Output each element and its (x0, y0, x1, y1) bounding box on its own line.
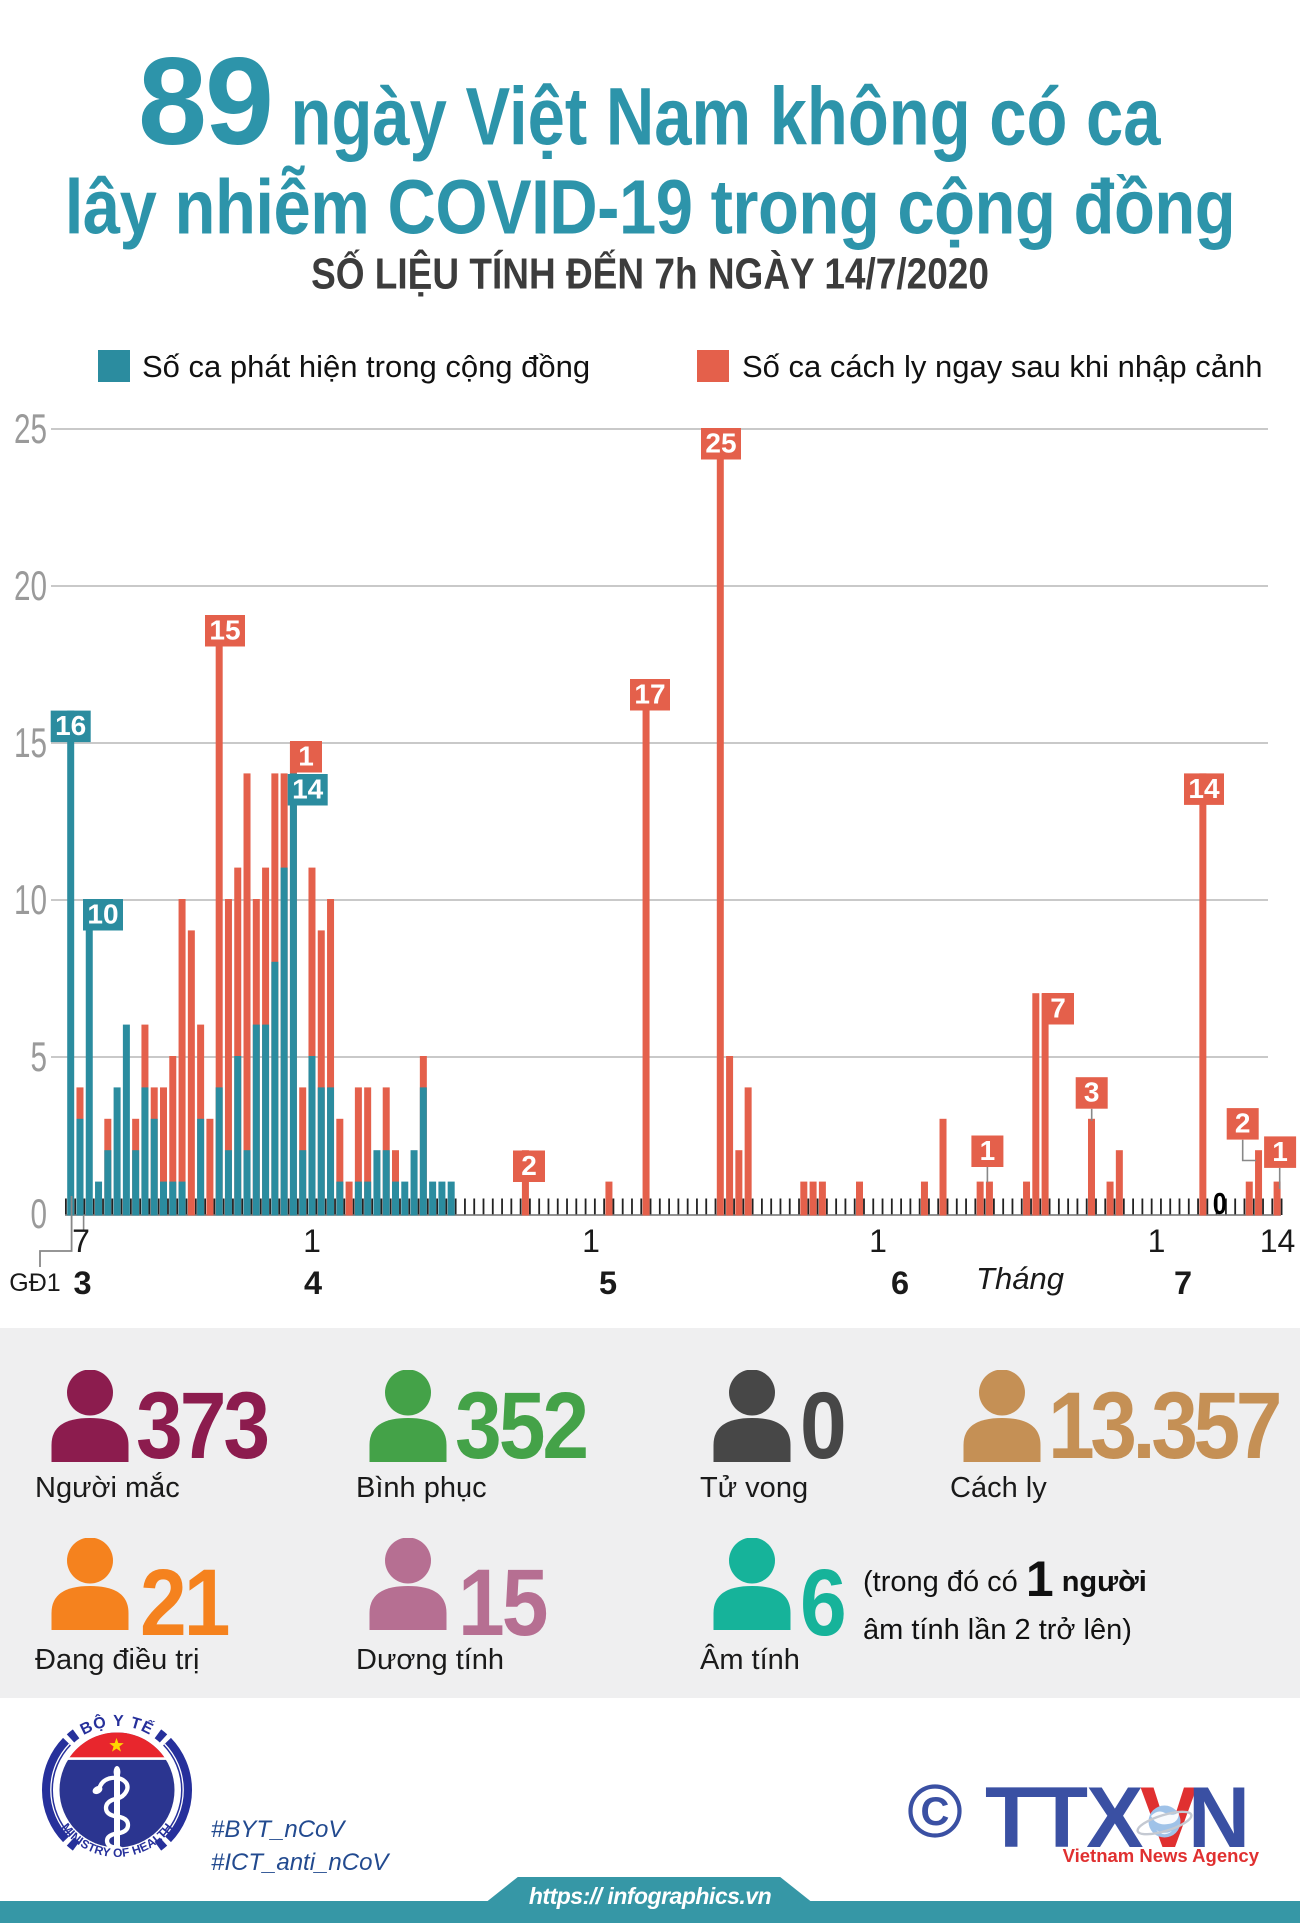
svg-text:1: 1 (869, 1223, 887, 1259)
svg-text:4: 4 (304, 1265, 322, 1301)
svg-text:1: 1 (582, 1223, 600, 1259)
svg-text:17: 17 (634, 679, 665, 710)
svg-text:7: 7 (1050, 993, 1066, 1024)
svg-text:TTX: TTX (985, 1770, 1143, 1866)
svg-text:3: 3 (1084, 1077, 1100, 1108)
svg-text:5: 5 (599, 1265, 617, 1301)
svg-text:3: 3 (73, 1265, 91, 1301)
svg-text:C: C (921, 1790, 950, 1834)
svg-text:14: 14 (1188, 773, 1220, 804)
svg-text:2: 2 (1235, 1108, 1251, 1139)
svg-text:1: 1 (1148, 1223, 1166, 1259)
svg-text:N: N (1188, 1770, 1250, 1866)
svg-text:Vietnam News Agency: Vietnam News Agency (1063, 1845, 1260, 1866)
svg-text:25: 25 (14, 405, 47, 452)
svg-text:1: 1 (1272, 1136, 1288, 1167)
svg-text:15: 15 (14, 719, 47, 766)
svg-text:1: 1 (298, 741, 314, 772)
svg-text:2: 2 (521, 1150, 537, 1181)
svg-text:10: 10 (87, 899, 118, 930)
svg-text:0: 0 (31, 1190, 48, 1237)
svg-text:0: 0 (1213, 1186, 1227, 1221)
svg-text:7: 7 (72, 1223, 90, 1259)
svg-text:16: 16 (55, 710, 86, 741)
svg-text:14: 14 (292, 774, 324, 805)
svg-text:5: 5 (31, 1033, 48, 1080)
svg-text:10: 10 (14, 876, 47, 923)
svg-text:Tháng: Tháng (976, 1261, 1064, 1296)
svg-text:7: 7 (1174, 1265, 1192, 1301)
svg-text:15: 15 (209, 615, 240, 646)
svg-text:6: 6 (891, 1265, 909, 1301)
svg-text:1: 1 (980, 1135, 996, 1166)
svg-text:GĐ1: GĐ1 (9, 1269, 60, 1297)
svg-text:20: 20 (14, 562, 47, 609)
svg-text:25: 25 (705, 428, 736, 459)
svg-text:1: 1 (303, 1223, 321, 1259)
svg-text:14: 14 (1260, 1223, 1296, 1259)
